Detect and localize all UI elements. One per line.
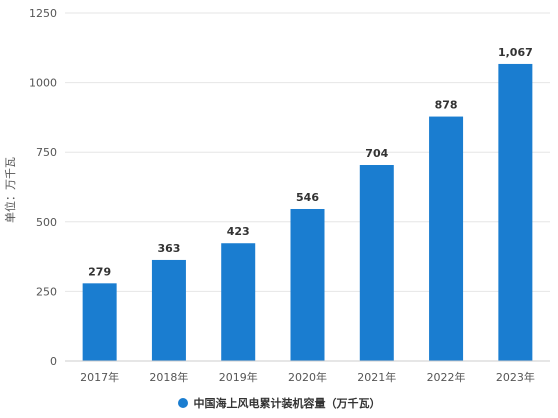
data-label: 546 — [296, 191, 319, 204]
bar-2023年 — [498, 63, 533, 361]
data-label: 279 — [88, 265, 111, 278]
y-axis-ticks: 0 250 500 750 1000 1250 — [29, 7, 57, 368]
legend: 中国海上风电累计装机容量（万千瓦） — [0, 394, 558, 412]
data-label: 878 — [435, 99, 458, 112]
x-tick-label: 2022年 — [427, 370, 466, 384]
bar-2017年 — [82, 283, 117, 361]
data-label: 423 — [227, 225, 250, 238]
bar-2019年 — [221, 243, 256, 361]
y-tick-label: 750 — [36, 146, 57, 159]
y-tick-label: 1000 — [29, 77, 57, 90]
x-tick-label: 2018年 — [149, 370, 188, 384]
x-tick-label: 2019年 — [219, 370, 258, 384]
x-axis-ticks: 2017年 2018年 2019年 2020年 2021年 2022年 2023年 — [80, 370, 535, 384]
legend-label: 中国海上风电累计装机容量（万千瓦） — [193, 397, 381, 410]
y-axis-label: 单位：万千瓦 — [3, 157, 17, 223]
bar-chart: 0 250 500 750 1000 1250 单位：万千瓦 279 363 423 546 70… — [3, 7, 550, 384]
legend-marker — [177, 398, 188, 408]
x-tick-label: 2021年 — [357, 370, 396, 384]
bar-2022年 — [429, 116, 464, 362]
x-tick-label: 2017年 — [80, 370, 119, 384]
data-labels: 279 363 423 546 704 878 1,067 — [88, 46, 533, 278]
y-tick-label: 1250 — [29, 7, 57, 20]
data-label: 704 — [365, 147, 388, 160]
grid-lines — [65, 12, 550, 292]
y-tick-label: 0 — [50, 355, 57, 368]
bar-2020年 — [290, 208, 325, 361]
y-tick-label: 250 — [36, 285, 57, 298]
bar-2018年 — [151, 259, 186, 361]
bar-2021年 — [359, 165, 394, 361]
bars — [82, 63, 533, 362]
data-label: 1,067 — [498, 46, 533, 59]
x-tick-label: 2023年 — [496, 370, 535, 384]
data-label: 363 — [157, 242, 180, 255]
y-tick-label: 500 — [36, 216, 57, 229]
x-tick-label: 2020年 — [288, 370, 327, 384]
